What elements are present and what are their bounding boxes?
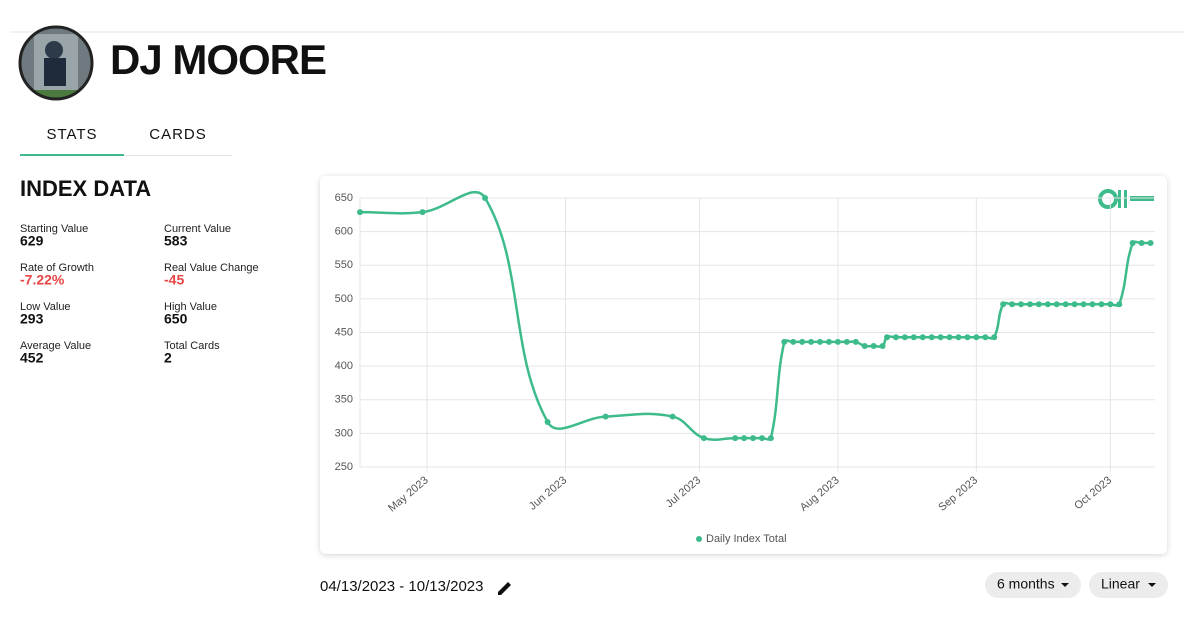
stat-label: Average Value [20, 340, 91, 352]
stat-value: 2 [164, 350, 172, 366]
point [741, 435, 748, 442]
point [1138, 240, 1145, 247]
point [937, 334, 944, 341]
date-range: 04/13/2023 - 10/13/2023 [320, 578, 483, 595]
point [870, 342, 877, 349]
point [1035, 301, 1042, 308]
stat-value: 293 [20, 311, 44, 327]
player-name: DJ MOORE [110, 36, 326, 83]
point [1080, 301, 1087, 308]
edit-icon[interactable] [498, 582, 511, 595]
y-tick-label: 350 [335, 394, 353, 406]
point [1129, 240, 1136, 247]
point [1044, 301, 1051, 308]
scale-button[interactable] [1089, 572, 1168, 598]
point [1009, 301, 1016, 308]
point [1018, 301, 1025, 308]
point [1053, 301, 1060, 308]
legend-swatch [696, 536, 702, 542]
stat-value: 583 [164, 233, 188, 249]
point [808, 338, 815, 345]
point [1116, 301, 1123, 308]
legend-label: Daily Index Total [706, 533, 787, 545]
point [544, 418, 551, 425]
point [732, 435, 739, 442]
stat-value: -7.22% [20, 272, 65, 288]
point [767, 435, 774, 442]
point [817, 338, 824, 345]
chart-card [320, 176, 1167, 554]
point [669, 413, 676, 420]
point [482, 195, 489, 201]
point [1026, 301, 1033, 308]
point [700, 435, 707, 442]
range-button[interactable] [985, 572, 1081, 598]
point [892, 334, 899, 341]
point [781, 338, 788, 345]
section-title: INDEX DATA [20, 176, 151, 201]
point [901, 334, 908, 341]
stat-label: Current Value [164, 223, 231, 235]
caret [1148, 583, 1156, 587]
point [357, 209, 363, 216]
point [790, 338, 797, 345]
stat-value: -45 [164, 272, 184, 288]
stat-label: Total Cards [164, 340, 220, 352]
y-tick-label: 600 [335, 226, 353, 238]
stat-label: Low Value [20, 301, 71, 313]
point [1062, 301, 1069, 308]
stat-label: Real Value Change [164, 262, 259, 274]
point [991, 334, 998, 341]
range-label[interactable]: 6 months [997, 576, 1055, 592]
avatar [20, 27, 92, 99]
point [419, 209, 426, 216]
point [946, 334, 953, 341]
tab[interactable]: CARDS [149, 126, 207, 143]
y-tick-label: 450 [335, 326, 353, 338]
point [955, 334, 962, 341]
stat-label: Rate of Growth [20, 262, 94, 274]
stat-value: 650 [164, 311, 188, 327]
y-tick-label: 500 [335, 293, 353, 305]
stat-label: High Value [164, 301, 217, 313]
y-tick-label: 650 [335, 192, 353, 204]
point [973, 334, 980, 341]
point [879, 342, 886, 349]
point [982, 334, 989, 341]
point [1071, 301, 1078, 308]
point [1107, 301, 1114, 308]
y-tick-label: 400 [335, 360, 353, 372]
scale-label[interactable]: Linear [1101, 576, 1140, 592]
stat-value: 452 [20, 350, 44, 366]
point [964, 334, 971, 341]
point [750, 435, 757, 442]
point [861, 342, 868, 349]
stat-label: Starting Value [20, 223, 88, 235]
point [602, 413, 609, 420]
point [1098, 301, 1105, 308]
y-tick-label: 550 [335, 259, 353, 271]
caret [1061, 583, 1069, 587]
y-tick-label: 300 [335, 427, 353, 439]
tab[interactable]: STATS [46, 126, 97, 143]
point [825, 338, 832, 345]
point [852, 338, 859, 345]
point [919, 334, 926, 341]
point [1000, 301, 1007, 308]
point [1089, 301, 1096, 308]
point [843, 338, 850, 345]
point [884, 334, 891, 341]
y-tick-label: 250 [335, 461, 353, 473]
point [834, 338, 841, 345]
stat-value: 629 [20, 233, 44, 249]
point [910, 334, 917, 341]
avatar-ring [18, 25, 94, 101]
point [928, 334, 935, 341]
point [758, 435, 765, 442]
point [1147, 240, 1154, 247]
point [799, 338, 806, 345]
